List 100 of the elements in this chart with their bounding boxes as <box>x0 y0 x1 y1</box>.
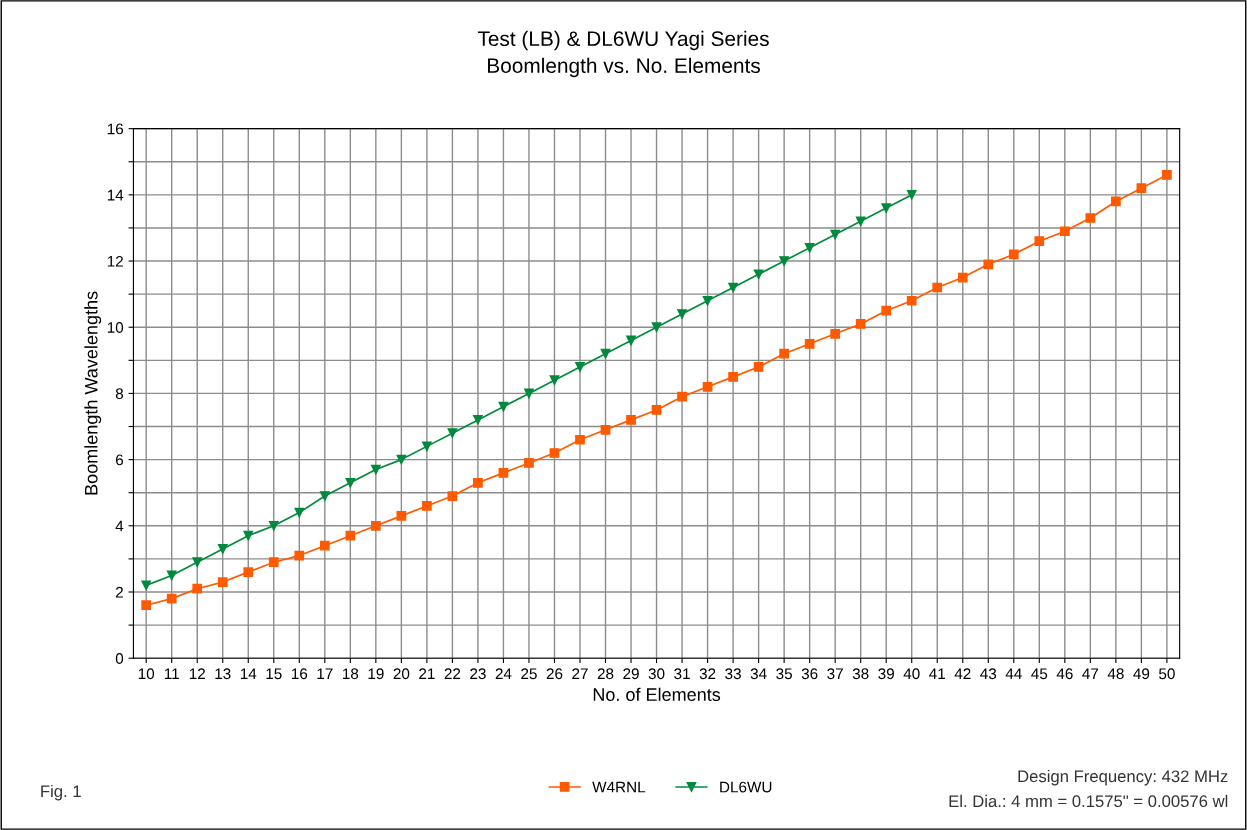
x-tick-label: 20 <box>393 668 410 680</box>
point <box>575 362 585 372</box>
point <box>1085 213 1096 223</box>
y-tick-label: 12 <box>107 255 123 267</box>
x-tick-label: 30 <box>648 668 665 680</box>
point <box>830 328 841 339</box>
point <box>983 259 994 270</box>
point <box>319 540 330 551</box>
x-tick-label: 39 <box>878 668 894 680</box>
point <box>830 229 841 240</box>
x-tick-label: 48 <box>1107 668 1124 680</box>
x-tick-label: 35 <box>776 668 792 680</box>
point <box>626 415 636 425</box>
point <box>575 434 585 445</box>
point <box>294 507 305 518</box>
point <box>141 580 152 591</box>
legend-label: W4RNL <box>592 781 646 793</box>
x-tick-label: 49 <box>1133 668 1150 680</box>
x-tick-label: 42 <box>954 668 971 679</box>
point <box>141 600 152 611</box>
x-tick-label: 37 <box>827 668 843 680</box>
x-tick-label: 18 <box>343 668 359 680</box>
x-tick-label: 17 <box>317 668 333 679</box>
x-tick-label: 31 <box>674 668 690 680</box>
x-tick-label: 14 <box>240 668 257 679</box>
x-tick-label: 45 <box>1031 668 1048 680</box>
point <box>906 189 917 200</box>
point <box>1008 249 1019 260</box>
point <box>345 477 356 488</box>
x-tick-label: 50 <box>1159 668 1175 680</box>
point <box>345 530 356 541</box>
x-tick-label: 32 <box>699 668 716 680</box>
point <box>728 282 738 293</box>
point <box>626 335 636 346</box>
point <box>906 295 917 306</box>
x-tick-label: 44 <box>1005 668 1022 679</box>
point <box>370 464 381 475</box>
x-tick-label: 19 <box>368 668 384 680</box>
x-axis-title: No. of Elements <box>593 687 721 701</box>
point <box>855 319 866 329</box>
y-tick-label: 8 <box>115 388 124 400</box>
point <box>1034 236 1045 247</box>
point <box>779 256 789 266</box>
x-tick-label: 15 <box>266 668 282 680</box>
point <box>651 405 662 415</box>
x-tick-label: 43 <box>980 668 997 680</box>
y-axis-title: Boomlength Wavelengths <box>84 291 102 495</box>
y-tick-label: 2 <box>115 586 123 598</box>
y-tick-label: 4 <box>115 520 124 532</box>
x-tick-label: 38 <box>852 668 869 680</box>
point <box>498 401 509 412</box>
point <box>600 424 611 435</box>
point <box>396 454 407 465</box>
point <box>549 448 560 458</box>
point <box>217 544 228 554</box>
point <box>855 216 866 227</box>
text: El. Dia.: 4 mm = 0.1575" = 0.00576 wl <box>949 794 1228 808</box>
y-tick-label: 0 <box>115 653 124 664</box>
point <box>1111 196 1121 207</box>
point <box>753 269 764 280</box>
x-tick-label: 12 <box>189 668 205 679</box>
point <box>804 338 815 349</box>
x-tick-label: 40 <box>903 668 920 680</box>
x-tick-label: 26 <box>546 668 563 680</box>
x-tick-label: 33 <box>725 668 741 680</box>
x-tick-label: 10 <box>138 668 155 680</box>
point <box>396 511 407 521</box>
point <box>957 272 968 283</box>
x-tick-label: 16 <box>291 668 308 680</box>
point <box>677 391 687 402</box>
point <box>217 577 228 587</box>
x-tick-label: 25 <box>521 668 537 680</box>
point <box>779 348 789 359</box>
point <box>243 567 254 578</box>
y-tick-label: 10 <box>107 322 124 333</box>
point <box>192 557 203 568</box>
y-tick-label: 6 <box>115 454 124 466</box>
point <box>498 467 509 478</box>
caption: Fig. 1 <box>41 784 81 801</box>
x-tick-label: 36 <box>801 668 818 680</box>
point <box>1136 183 1147 194</box>
point <box>524 458 534 468</box>
point <box>473 415 483 425</box>
x-tick-label: 24 <box>495 668 512 679</box>
x-tick-label: 22 <box>444 668 461 679</box>
y-tick-label: 14 <box>107 189 124 201</box>
x-tick-label: 28 <box>597 668 614 680</box>
point <box>932 282 943 293</box>
text: Design Frequency: 432 MHz <box>1018 769 1228 786</box>
point <box>422 441 432 452</box>
point <box>804 242 815 253</box>
point <box>166 593 177 604</box>
x-tick-label: 47 <box>1082 668 1099 679</box>
point <box>1059 226 1070 237</box>
x-tick-label: 27 <box>572 668 588 679</box>
x-tick-label: 41 <box>929 668 945 679</box>
point <box>447 428 458 438</box>
point <box>243 530 254 541</box>
point <box>1162 170 1172 180</box>
x-tick-label: 34 <box>750 668 767 680</box>
